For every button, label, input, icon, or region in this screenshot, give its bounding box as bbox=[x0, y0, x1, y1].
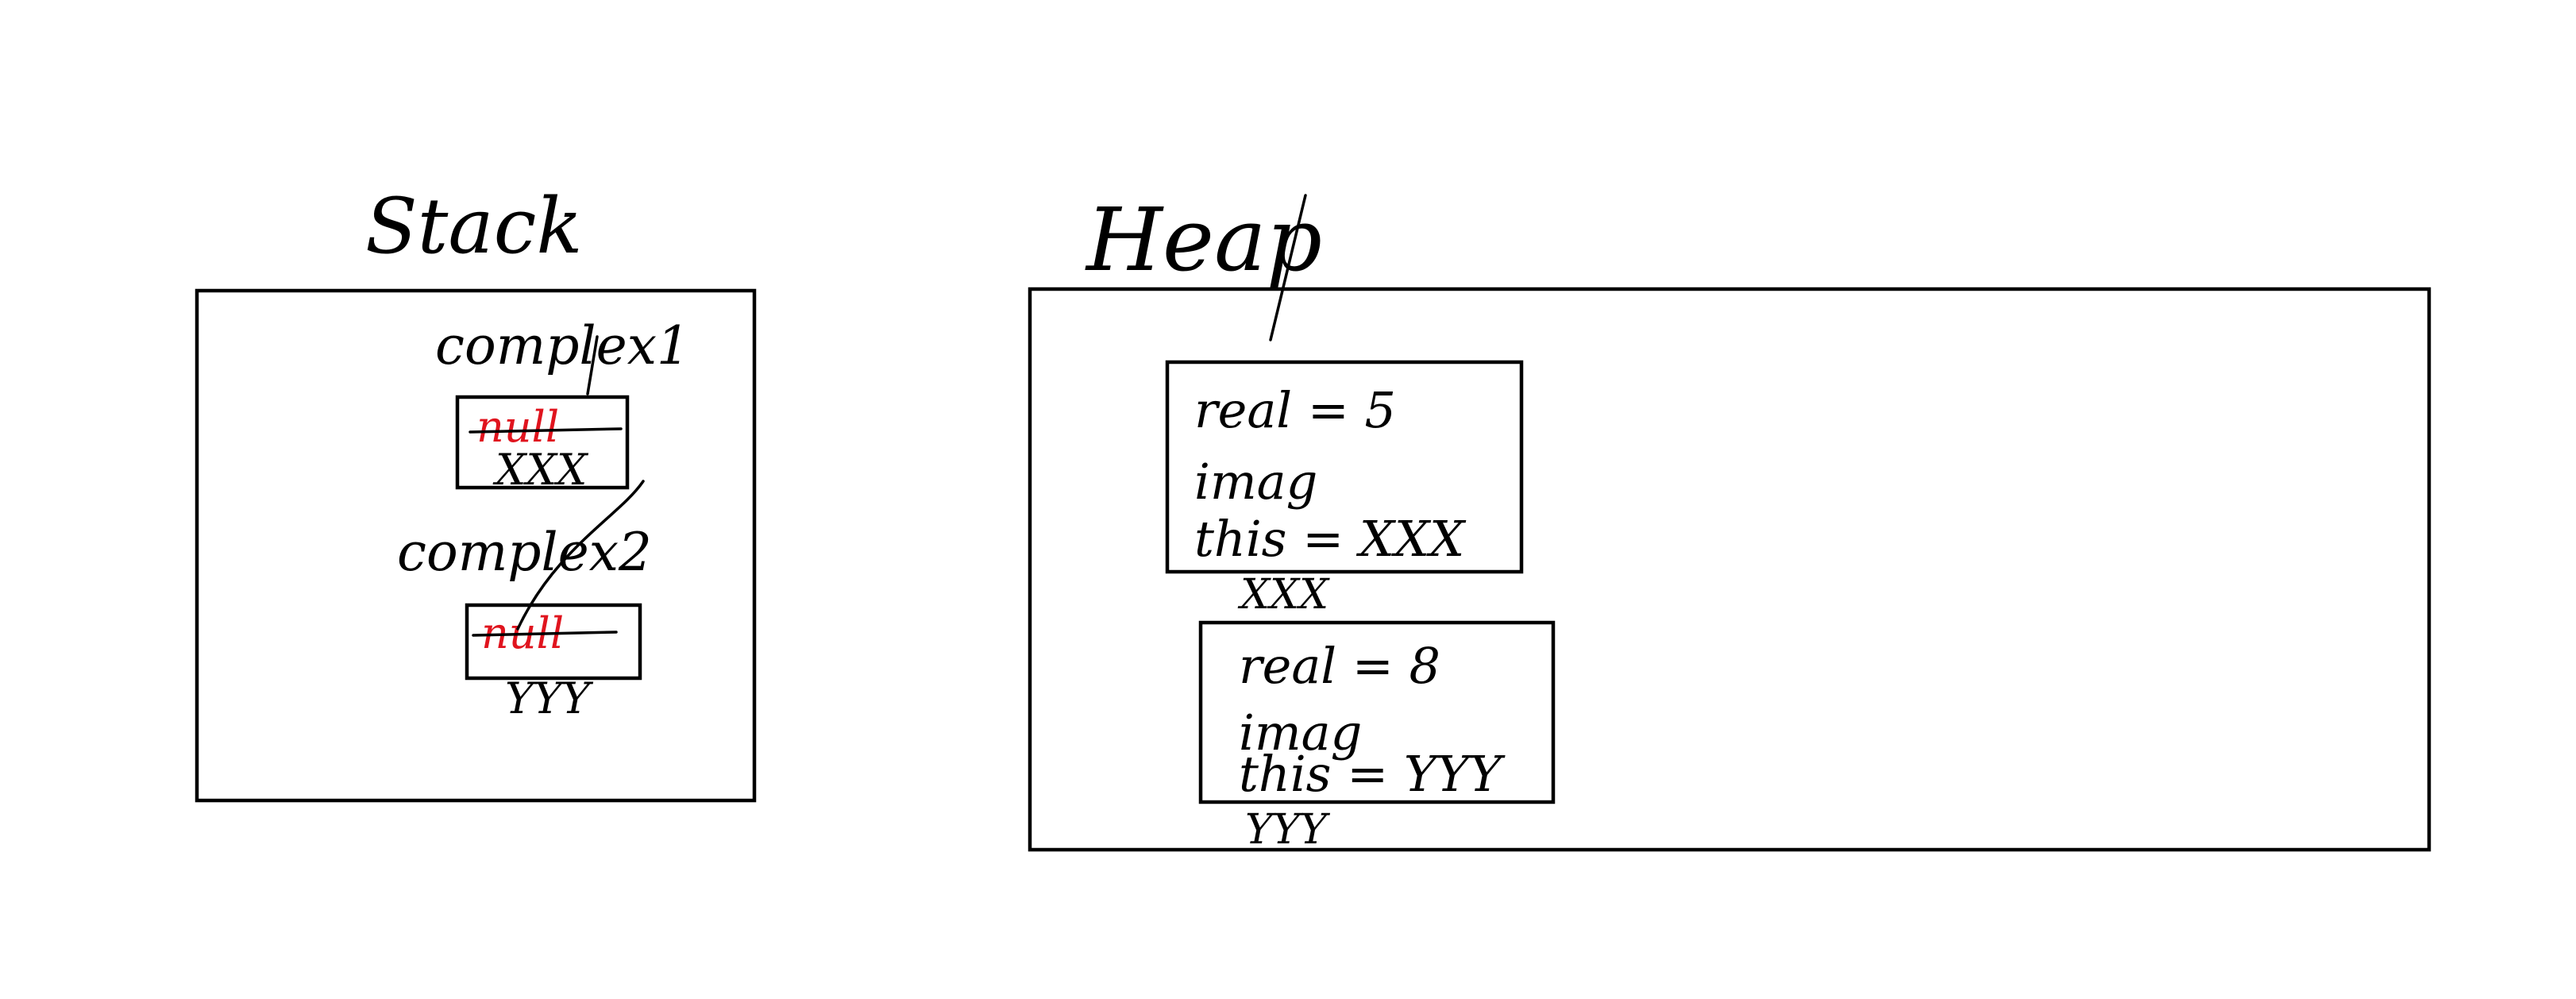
heap-imag-field: imag bbox=[1239, 704, 1362, 762]
heap-title-flourish bbox=[1269, 194, 1307, 341]
heap-object bbox=[1198, 620, 1556, 804]
connector-stroke bbox=[586, 335, 599, 395]
stack-variable-slot bbox=[455, 395, 630, 490]
strike-line bbox=[469, 427, 623, 434]
heap-object bbox=[1165, 360, 1524, 574]
struck-null-value: null bbox=[476, 402, 559, 452]
strike-line bbox=[472, 631, 618, 637]
stack-variable-slot bbox=[465, 603, 642, 681]
heap-imag-field: imag bbox=[1194, 453, 1317, 511]
heap-this-field: this = XXX bbox=[1194, 510, 1467, 568]
connector-stroke bbox=[516, 480, 645, 631]
heap-real-field: real = 8 bbox=[1239, 637, 1440, 695]
heap-region bbox=[1028, 287, 2431, 852]
heap-object-address: YYY bbox=[1245, 806, 1331, 854]
stack-frame bbox=[195, 288, 757, 803]
stack-title: Stack bbox=[365, 182, 583, 271]
stack-variable-name: complex1 bbox=[435, 315, 690, 376]
heap-this-field: this = YYY bbox=[1239, 745, 1506, 803]
heap-object-address: XXX bbox=[1237, 571, 1330, 619]
stack-variable-value: YYY bbox=[505, 673, 593, 723]
heap-title: Heap bbox=[1085, 189, 1322, 291]
heap-real-field: real = 5 bbox=[1194, 381, 1396, 439]
stack-variable-name: complex2 bbox=[397, 522, 652, 583]
stack-variable-value: XXX bbox=[492, 445, 589, 495]
